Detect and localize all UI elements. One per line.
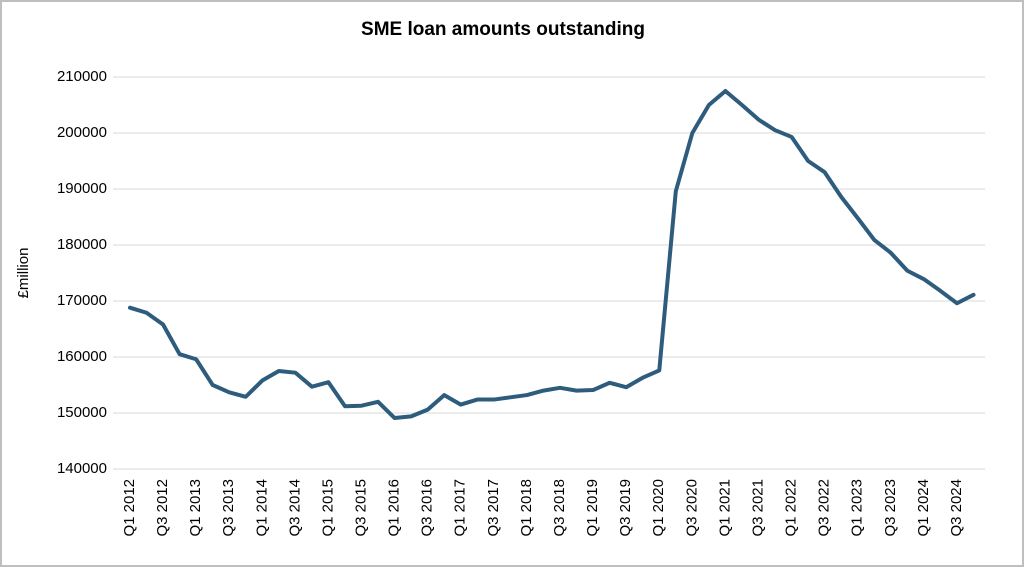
x-tick-label: Q3 2022 xyxy=(816,479,833,537)
x-tick-label: Q3 2018 xyxy=(551,479,568,537)
x-tick-label: Q3 2017 xyxy=(485,479,502,537)
y-axis-label: £million xyxy=(15,248,32,299)
y-tick-label: 180000 xyxy=(57,236,107,253)
x-tick-label: Q3 2015 xyxy=(353,479,370,537)
x-tick-label: Q3 2020 xyxy=(683,479,700,537)
x-tick-label: Q1 2018 xyxy=(518,479,535,537)
y-tick-label: 190000 xyxy=(57,180,107,197)
x-tick-label: Q3 2016 xyxy=(419,479,436,537)
x-tick-label: Q3 2021 xyxy=(749,479,766,537)
y-tick-label: 200000 xyxy=(57,124,107,141)
y-tick-label: 160000 xyxy=(57,348,107,365)
x-tick-label: Q1 2021 xyxy=(716,479,733,537)
x-tick-label: Q1 2014 xyxy=(253,479,270,537)
x-tick-label: Q1 2017 xyxy=(452,479,469,537)
x-tick-label: Q1 2019 xyxy=(584,479,601,537)
data-line xyxy=(127,89,976,421)
x-tick-label: Q1 2013 xyxy=(187,479,204,537)
y-tick-label: 210000 xyxy=(57,68,107,85)
x-tick-label: Q3 2012 xyxy=(154,479,171,537)
x-tick-label: Q3 2023 xyxy=(882,479,899,537)
x-tick-label: Q1 2023 xyxy=(849,479,866,537)
x-tick-label: Q3 2013 xyxy=(220,479,237,537)
x-tick-label: Q1 2022 xyxy=(783,479,800,537)
x-tick-label: Q3 2024 xyxy=(948,479,965,537)
chart-title: SME loan amounts outstanding xyxy=(361,19,645,40)
y-tick-label: 140000 xyxy=(57,460,107,477)
x-tick-label: Q3 2019 xyxy=(617,479,634,537)
x-tick-label: Q1 2015 xyxy=(319,479,336,537)
x-tick-label: Q1 2024 xyxy=(915,479,932,537)
y-tick-label: 170000 xyxy=(57,292,107,309)
x-tick-label: Q3 2014 xyxy=(286,479,303,537)
x-tick-label: Q1 2020 xyxy=(650,479,667,537)
x-tick-label: Q1 2012 xyxy=(121,479,138,537)
y-tick-label: 150000 xyxy=(57,404,107,421)
x-tick-label: Q1 2016 xyxy=(386,479,403,537)
